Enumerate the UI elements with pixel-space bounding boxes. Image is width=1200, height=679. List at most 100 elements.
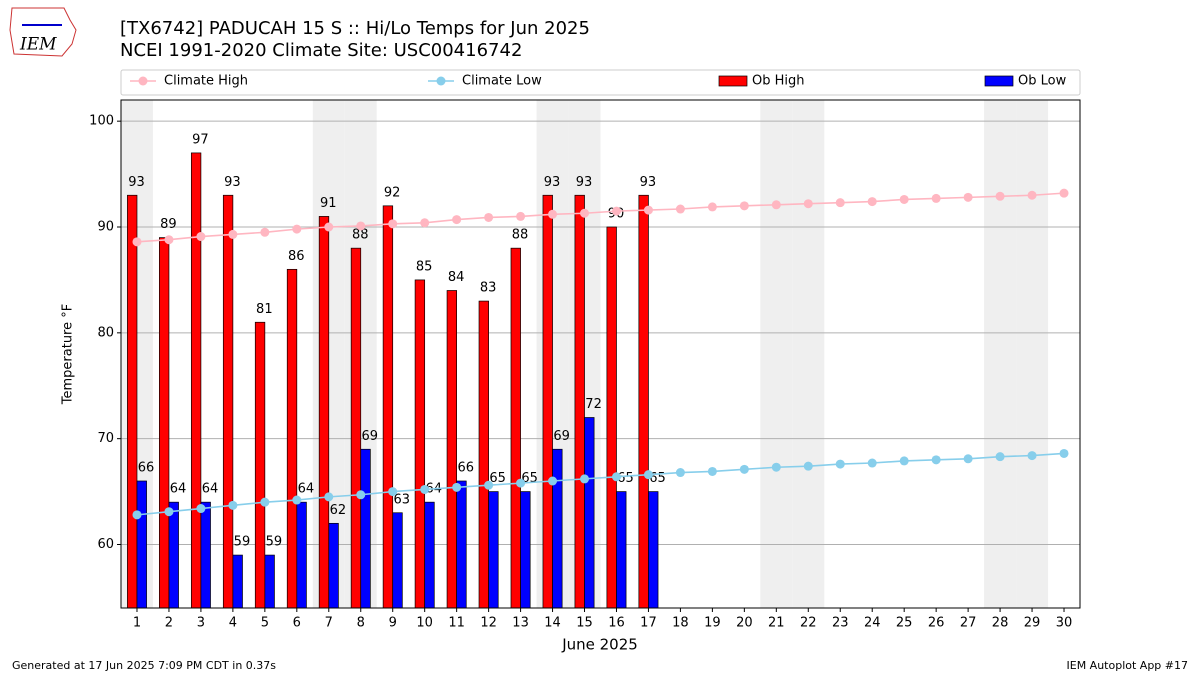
line-marker — [580, 208, 590, 218]
x-tick-label: 19 — [704, 616, 721, 631]
bar-label: 88 — [352, 228, 369, 243]
bar-label: 93 — [128, 175, 145, 190]
bar — [510, 247, 521, 609]
line-marker — [611, 206, 621, 216]
bar — [232, 554, 243, 609]
bar — [159, 237, 170, 609]
bar — [606, 226, 617, 609]
logo-text: IEM — [19, 35, 57, 55]
bar — [392, 512, 403, 609]
bar — [296, 501, 307, 609]
bar-label: 83 — [480, 281, 497, 296]
line-marker — [452, 215, 462, 225]
line-marker — [1059, 448, 1069, 458]
x-tick-label: 28 — [992, 616, 1009, 631]
bar-label: 64 — [202, 482, 219, 497]
bar-label: 93 — [224, 175, 241, 190]
line-marker — [516, 478, 526, 488]
bar — [382, 205, 394, 609]
bar — [127, 194, 138, 609]
x-tick-label: 16 — [608, 616, 625, 631]
legend — [120, 69, 1081, 96]
legend-swatch — [718, 75, 748, 87]
x-tick-label: 21 — [768, 616, 785, 631]
line-marker — [675, 204, 685, 214]
x-tick-label: 24 — [864, 616, 881, 631]
bar — [168, 501, 179, 609]
bar — [350, 247, 362, 609]
bar-label: 69 — [553, 429, 570, 444]
bar-label: 91 — [320, 196, 337, 211]
bar — [616, 491, 627, 609]
y-tick-label: 70 — [97, 431, 114, 446]
weekend-shade — [760, 100, 793, 608]
x-tick-label: 11 — [448, 616, 465, 631]
bar — [318, 216, 330, 609]
line-marker — [356, 221, 366, 231]
bar-label: 65 — [489, 471, 506, 486]
x-tick-label: 10 — [416, 616, 433, 631]
logo: IEM — [9, 7, 77, 57]
bar — [254, 321, 266, 609]
bar — [638, 194, 649, 609]
bar-label: 64 — [170, 482, 187, 497]
y-tick-label: 90 — [97, 220, 114, 235]
bar — [328, 522, 339, 609]
line-marker — [324, 222, 334, 232]
bar — [488, 491, 499, 609]
bar — [222, 194, 234, 609]
line-marker — [292, 224, 302, 234]
line-marker — [867, 197, 877, 207]
line-marker — [963, 454, 973, 464]
line-marker — [867, 458, 877, 468]
line-marker — [196, 504, 206, 514]
x-tick-label: 25 — [896, 616, 913, 631]
line-marker — [356, 490, 366, 500]
bar-label: 69 — [362, 429, 379, 444]
x-tick-label: 23 — [832, 616, 849, 631]
x-tick-label: 26 — [928, 616, 945, 631]
x-tick-label: 30 — [1056, 616, 1073, 631]
line — [136, 192, 1065, 243]
x-tick-label: 29 — [1024, 616, 1041, 631]
bar — [200, 501, 211, 609]
line-marker — [228, 500, 238, 510]
line-marker — [388, 487, 398, 497]
line-marker — [388, 219, 398, 229]
y-tick-label: 100 — [89, 114, 114, 129]
legend-swatch-marker — [138, 76, 148, 86]
line-marker — [196, 232, 206, 242]
line-marker — [548, 209, 558, 219]
line-marker — [739, 201, 749, 211]
x-tick-label: 18 — [672, 616, 689, 631]
line-marker — [707, 202, 717, 212]
bar — [574, 194, 585, 609]
bar — [584, 417, 595, 609]
legend-label: Ob High — [752, 74, 805, 89]
line-marker — [771, 200, 781, 210]
bar-label: 93 — [640, 175, 657, 190]
line-marker — [835, 459, 845, 469]
x-tick-label: 22 — [800, 616, 817, 631]
line-marker — [803, 199, 813, 209]
bar — [286, 268, 298, 609]
x-tick-label: 17 — [640, 616, 657, 631]
line-marker — [995, 452, 1005, 462]
bar-label: 89 — [160, 217, 177, 232]
bar-label: 59 — [266, 535, 283, 550]
bar — [542, 194, 553, 609]
logo-outline — [9, 7, 77, 57]
weekend-shade — [792, 100, 825, 608]
x-tick-label: 14 — [544, 616, 561, 631]
x-tick-label: 15 — [576, 616, 593, 631]
x-tick-label: 13 — [512, 616, 529, 631]
bar — [360, 448, 371, 609]
bar-label: 64 — [298, 482, 315, 497]
bar — [456, 480, 467, 609]
bar-label: 92 — [384, 185, 401, 200]
x-tick-label: 9 — [389, 616, 397, 631]
line-marker — [771, 462, 781, 472]
bar-label: 63 — [394, 492, 411, 507]
chart-subtitle: NCEI 1991-2020 Climate Site: USC00416742 — [120, 40, 522, 61]
